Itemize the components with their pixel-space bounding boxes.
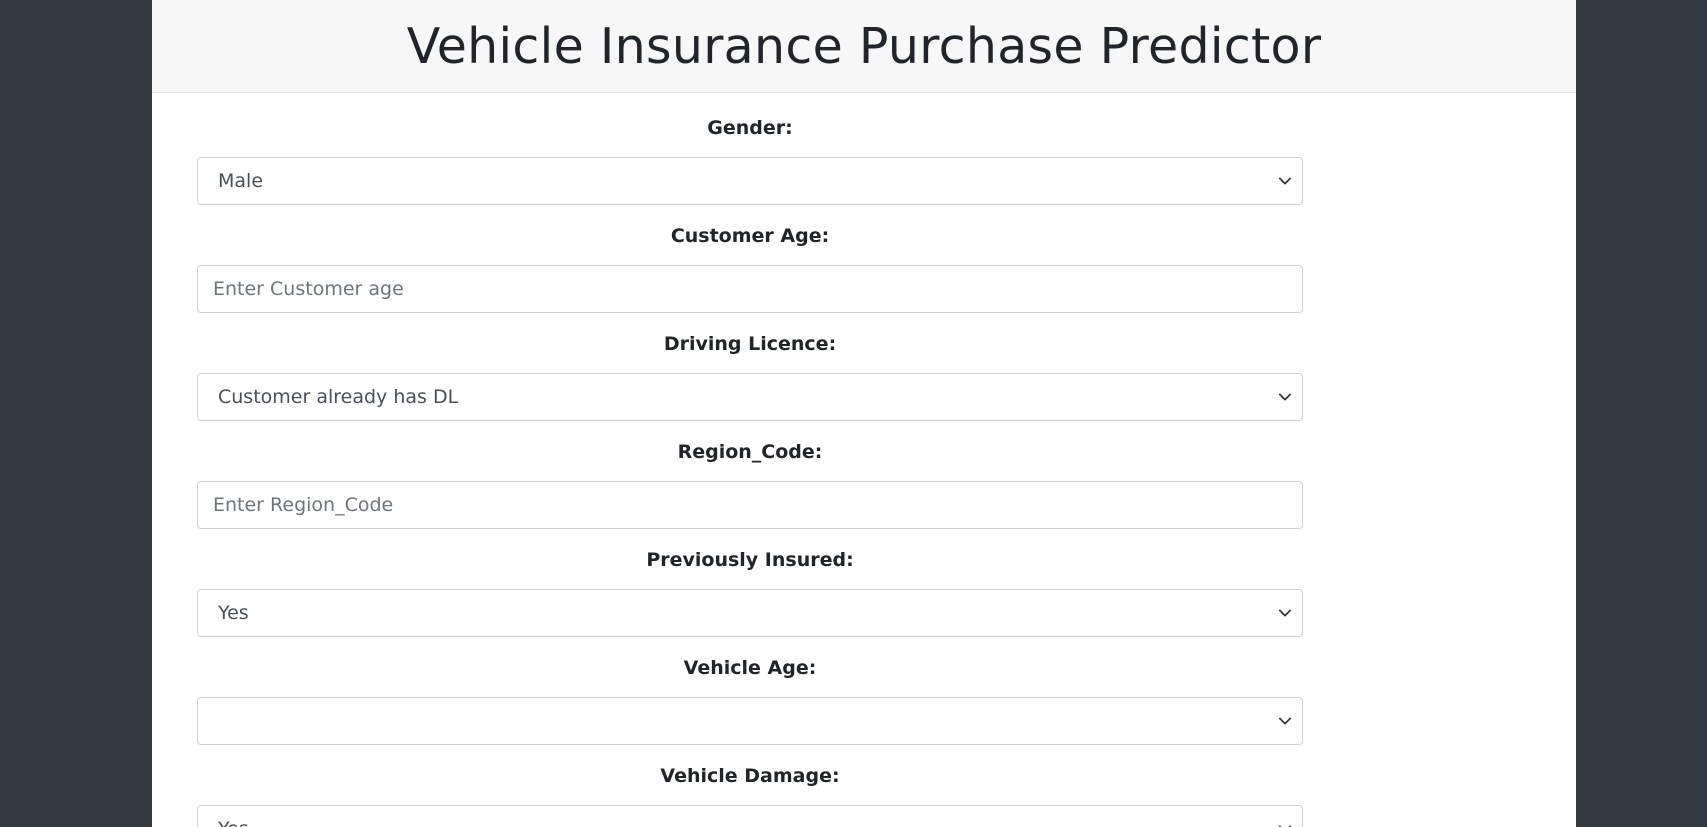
- region-code-placeholder: Enter Region_Code: [213, 494, 394, 516]
- chevron-down-icon: [1278, 177, 1292, 185]
- prediction-form: Gender: Male Customer Age: Enter Custome…: [197, 93, 1303, 827]
- page-header: Vehicle Insurance Purchase Predictor: [152, 0, 1576, 93]
- gender-label: Gender:: [707, 117, 793, 139]
- previously-insured-group: Previously Insured: Yes: [197, 525, 1303, 637]
- chevron-down-icon: [1278, 825, 1292, 827]
- region-code-input[interactable]: Enter Region_Code: [197, 481, 1303, 529]
- vehicle-damage-select[interactable]: Yes: [197, 805, 1303, 827]
- customer-age-label: Customer Age:: [670, 225, 830, 247]
- vehicle-age-group: Vehicle Age:: [197, 633, 1303, 745]
- vehicle-damage-group: Vehicle Damage: Yes: [197, 741, 1303, 827]
- previously-insured-value: Yes: [218, 602, 249, 624]
- main-container: Vehicle Insurance Purchase Predictor Gen…: [152, 0, 1576, 827]
- region-code-label: Region_Code:: [677, 441, 823, 463]
- driving-licence-label: Driving Licence:: [663, 333, 837, 355]
- vehicle-age-label: Vehicle Age:: [683, 657, 817, 679]
- chevron-down-icon: [1278, 609, 1292, 617]
- driving-licence-select[interactable]: Customer already has DL: [197, 373, 1303, 421]
- customer-age-group: Customer Age: Enter Customer age: [197, 201, 1303, 313]
- gender-group: Gender: Male: [197, 93, 1303, 205]
- page-title: Vehicle Insurance Purchase Predictor: [406, 17, 1322, 75]
- vehicle-damage-label: Vehicle Damage:: [660, 765, 840, 787]
- chevron-down-icon: [1278, 393, 1292, 401]
- region-code-group: Region_Code: Enter Region_Code: [197, 417, 1303, 529]
- customer-age-placeholder: Enter Customer age: [213, 278, 404, 300]
- gender-select[interactable]: Male: [197, 157, 1303, 205]
- previously-insured-label: Previously Insured:: [646, 549, 854, 571]
- driving-licence-group: Driving Licence: Customer already has DL: [197, 309, 1303, 421]
- vehicle-age-select[interactable]: [197, 697, 1303, 745]
- customer-age-input[interactable]: Enter Customer age: [197, 265, 1303, 313]
- vehicle-damage-value: Yes: [218, 818, 249, 827]
- chevron-down-icon: [1278, 717, 1292, 725]
- driving-licence-value: Customer already has DL: [218, 386, 459, 408]
- gender-value: Male: [218, 170, 264, 192]
- previously-insured-select[interactable]: Yes: [197, 589, 1303, 637]
